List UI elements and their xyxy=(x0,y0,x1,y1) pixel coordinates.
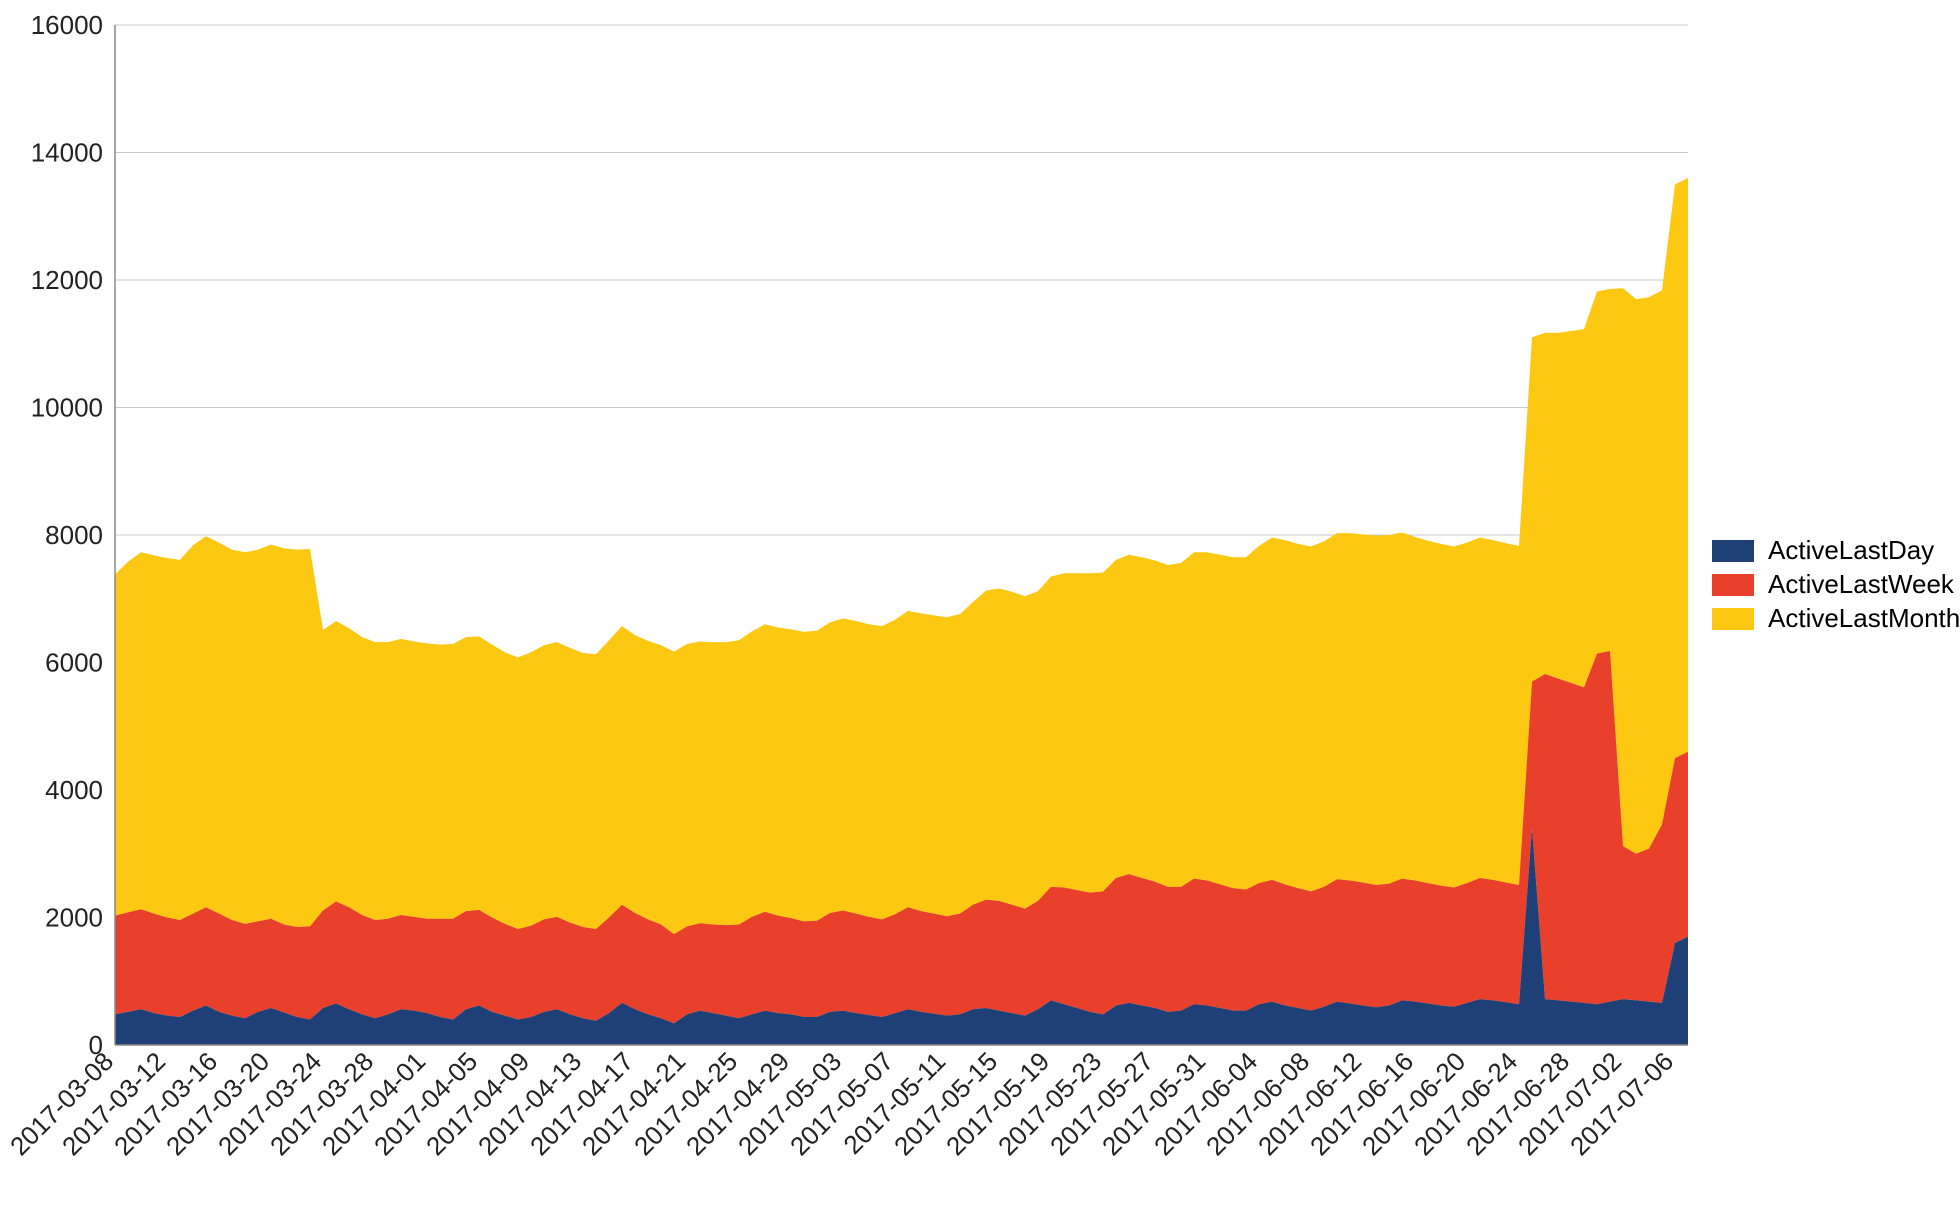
stacked-area-chart: 0200040006000800010000120001400016000201… xyxy=(0,0,1960,1224)
legend-swatch xyxy=(1712,574,1754,596)
legend-swatch xyxy=(1712,608,1754,630)
legend-label: ActiveLastDay xyxy=(1768,535,1934,565)
legend-label: ActiveLastWeek xyxy=(1768,569,1955,599)
legend-swatch xyxy=(1712,540,1754,562)
y-tick-label: 14000 xyxy=(31,138,103,168)
y-tick-label: 12000 xyxy=(31,265,103,295)
chart-container: 0200040006000800010000120001400016000201… xyxy=(0,0,1960,1224)
y-tick-label: 8000 xyxy=(45,520,103,550)
y-tick-label: 10000 xyxy=(31,393,103,423)
y-tick-label: 16000 xyxy=(31,10,103,40)
legend: ActiveLastDay ActiveLastWeek ActiveLastMon… xyxy=(1712,535,1960,633)
y-tick-label: 2000 xyxy=(45,903,103,933)
y-tick-label: 6000 xyxy=(45,648,103,678)
legend-label: ActiveLastMonth xyxy=(1768,603,1960,633)
y-tick-label: 4000 xyxy=(45,775,103,805)
